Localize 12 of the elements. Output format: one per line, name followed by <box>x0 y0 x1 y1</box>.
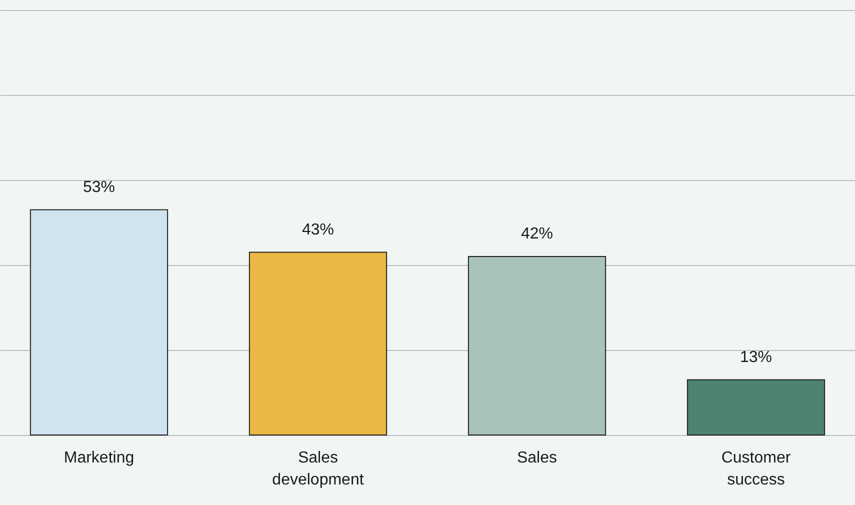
x-tick-label: Marketing <box>64 450 134 466</box>
data-label: 13% <box>740 348 772 366</box>
bar <box>468 256 606 436</box>
bar <box>30 209 168 436</box>
data-label: 42% <box>520 226 554 242</box>
bar <box>686 379 826 436</box>
bar <box>248 252 388 436</box>
x-tick-label: Customer success <box>721 450 792 488</box>
x-tick-label: Sales <box>516 450 558 466</box>
data-label: 53% <box>82 178 116 196</box>
x-tick-label: Sales development <box>272 450 364 488</box>
data-label: 43% <box>302 221 334 238</box>
